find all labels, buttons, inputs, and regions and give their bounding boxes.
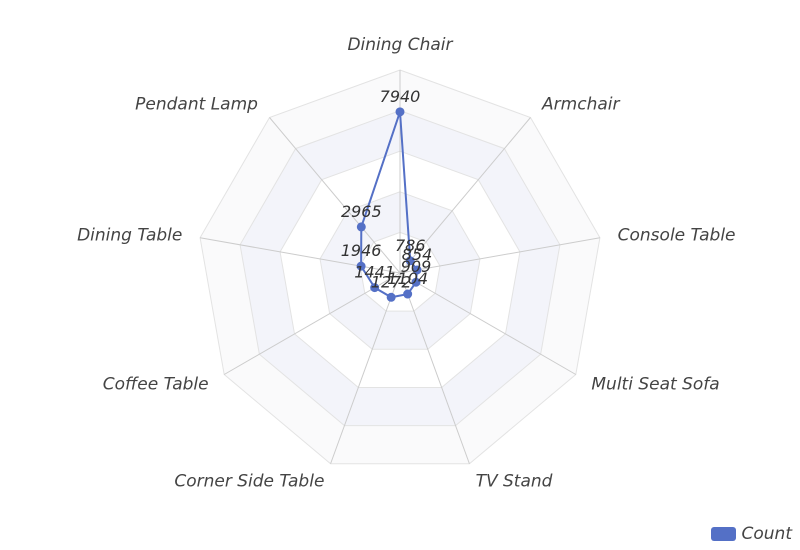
series-line — [360, 111, 419, 299]
data-point — [395, 107, 405, 117]
axis-label: Console Table — [618, 226, 736, 246]
data-point — [411, 277, 421, 287]
data-point — [370, 283, 380, 293]
axis-label: Corner Side Table — [174, 472, 324, 492]
data-point — [356, 222, 366, 232]
data-label: 1441 — [354, 263, 395, 282]
radar-axis-line — [330, 272, 401, 464]
radar-axis-line — [223, 272, 401, 375]
axis-label: Dining Chair — [347, 35, 453, 55]
axis-label: Pendant Lamp — [135, 95, 258, 115]
data-label: 786 — [395, 236, 426, 255]
data-label: 1272 — [371, 272, 412, 291]
data-point — [412, 265, 422, 275]
radar-axis-line — [269, 117, 401, 274]
data-point — [405, 256, 415, 266]
axis-label: Armchair — [541, 95, 620, 115]
axis-label: Multi Seat Sofa — [591, 375, 719, 395]
radar-axis-line — [399, 272, 577, 375]
data-point — [386, 292, 396, 302]
legend-swatch — [710, 527, 736, 541]
data-label: 7940 — [380, 87, 421, 106]
legend[interactable]: Count — [710, 524, 793, 544]
data-point — [403, 289, 413, 299]
data-point — [356, 261, 366, 271]
data-label: 854 — [402, 245, 433, 264]
data-label: 1104 — [387, 269, 428, 288]
radar-axis-line — [399, 272, 470, 464]
data-label: 2965 — [341, 202, 382, 221]
data-label: 1946 — [341, 241, 382, 260]
radar-axis-line — [399, 237, 601, 274]
radar-axes — [199, 70, 601, 464]
axis-label: Coffee Table — [103, 375, 209, 395]
radar-axis-line — [199, 237, 401, 274]
legend-label: Count — [741, 524, 793, 544]
axis-labels: Dining Chair Armchair Console Table Multi S… — [77, 35, 735, 492]
radar-axis-line — [399, 117, 531, 274]
axis-label: Dining Table — [77, 226, 182, 246]
axis-label: TV Stand — [476, 472, 553, 492]
data-label: 909 — [401, 257, 432, 276]
